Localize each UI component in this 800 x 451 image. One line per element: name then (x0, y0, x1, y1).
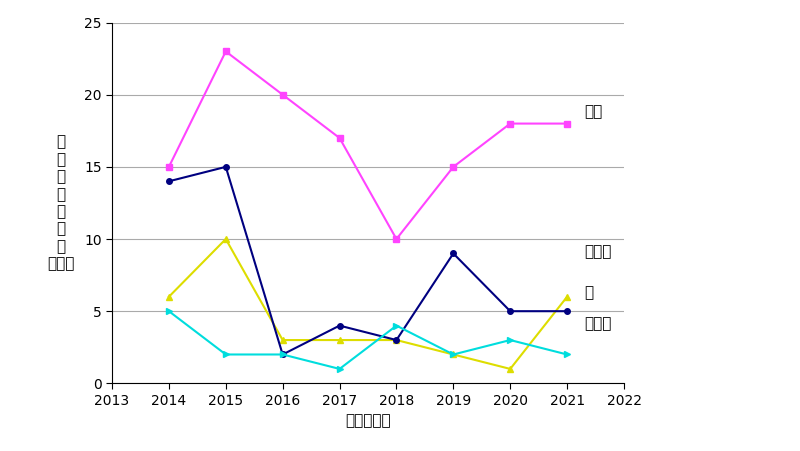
Text: 湖沼池: 湖沼池 (584, 244, 611, 259)
Text: 用水路: 用水路 (584, 317, 611, 331)
X-axis label: 西暦（年）: 西暦（年） (345, 413, 391, 428)
Text: 河川: 河川 (584, 104, 602, 120)
Text: 死
者
行
方
不
明
数
（人）: 死 者 行 方 不 明 数 （人） (47, 134, 74, 272)
Text: 海: 海 (584, 285, 594, 300)
